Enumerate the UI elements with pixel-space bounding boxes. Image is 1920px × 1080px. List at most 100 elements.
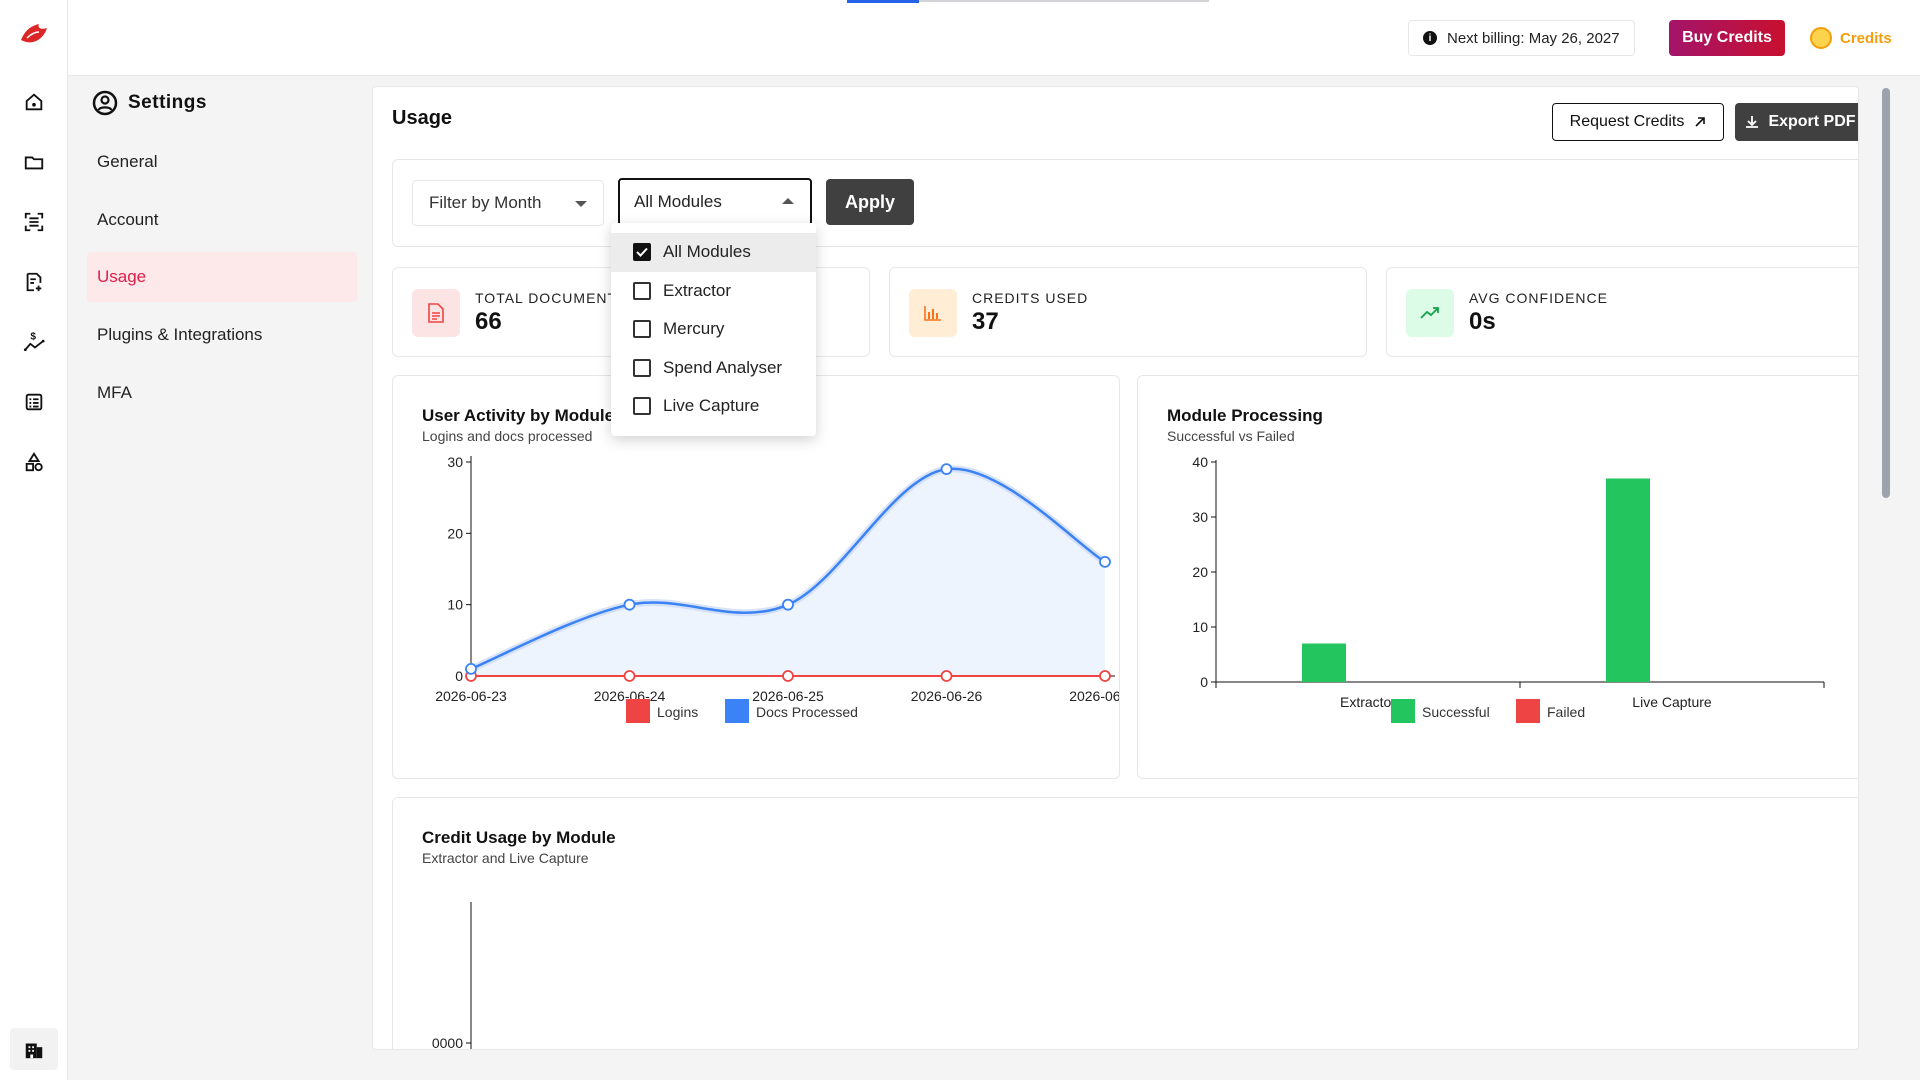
logins-point xyxy=(623,670,636,682)
billing-text: Next billing: May 26, 2027 xyxy=(1447,29,1620,47)
y-tick-label: 30 xyxy=(1192,509,1208,525)
dollar-trend-icon[interactable]: $ xyxy=(20,328,48,356)
top-bar: i Next billing: May 26, 2027 Buy Credits… xyxy=(68,0,1920,76)
export-pdf-button[interactable]: Export PDF xyxy=(1735,103,1858,141)
dropdown-option-spend-analyser[interactable]: Spend Analyser xyxy=(611,349,816,388)
apply-button[interactable]: Apply xyxy=(826,179,914,225)
logins-point xyxy=(940,670,953,682)
home-icon[interactable] xyxy=(20,88,48,116)
dropdown-option-all-modules[interactable]: All Modules xyxy=(611,233,816,272)
organization-icon[interactable] xyxy=(10,1028,58,1070)
bar-successful xyxy=(1302,643,1346,682)
module-dropdown-menu: All Modules Extractor Mercury Spend Anal… xyxy=(611,223,816,436)
settings-title-label: Settings xyxy=(128,92,207,113)
top-tab-indicator xyxy=(847,0,919,3)
checkbox-checked-icon[interactable] xyxy=(633,243,651,262)
page-title: Usage xyxy=(392,107,453,129)
docs-point xyxy=(782,598,794,611)
settings-item-usage[interactable]: Usage xyxy=(87,252,357,302)
usage-panel: Usage Request Credits Export PDF Filter … xyxy=(372,86,1859,1050)
module-filter-value: All Modules xyxy=(634,192,722,211)
x-tick-label: 2026-06-26 xyxy=(911,688,983,704)
checkbox-icon[interactable] xyxy=(633,358,651,377)
dropdown-option-live-capture[interactable]: Live Capture xyxy=(611,387,816,426)
credits-label: Credits xyxy=(1840,29,1892,47)
module-processing-chart: 0 10 20 30 40 Extractor Live Capture Successful… xyxy=(1192,454,1825,723)
request-credits-label: Request Credits xyxy=(1569,113,1685,130)
dropdown-option-mercury[interactable]: Mercury xyxy=(611,310,816,349)
module-processing-chart-card: Module Processing Successful vs Failed 0… xyxy=(1137,375,1858,779)
x-tick-label: 2026-06-27 xyxy=(1069,688,1119,704)
logins-point xyxy=(782,670,794,682)
docs-point xyxy=(1099,555,1111,568)
chart-title: Module Processing xyxy=(1167,406,1323,425)
credit-usage-chart: 0000 xyxy=(432,902,472,1050)
dropdown-option-label: Spend Analyser xyxy=(663,357,783,377)
export-pdf-label: Export PDF xyxy=(1768,113,1856,130)
y-tick-label: 30 xyxy=(447,454,463,470)
coin-icon xyxy=(1810,27,1832,49)
legend-swatch-docs xyxy=(725,699,749,723)
bar-successful xyxy=(1606,478,1650,682)
billing-badge: i Next billing: May 26, 2027 xyxy=(1408,20,1635,56)
settings-item-general[interactable]: General xyxy=(97,152,158,171)
svg-text:$: $ xyxy=(30,331,36,342)
checkbox-icon[interactable] xyxy=(633,281,651,300)
settings-item-account[interactable]: Account xyxy=(97,210,159,229)
shapes-icon[interactable] xyxy=(20,448,48,476)
month-filter-select[interactable]: Filter by Month xyxy=(412,180,604,226)
scan-icon[interactable] xyxy=(20,208,48,236)
chart-subtitle: Logins and docs processed xyxy=(422,428,593,444)
top-tab-track xyxy=(919,0,1209,2)
y-tick-label: 10 xyxy=(1192,619,1208,635)
scrollbar[interactable] xyxy=(1879,86,1893,1050)
y-tick-label: 0 xyxy=(1200,674,1208,690)
checkbox-icon[interactable] xyxy=(633,397,651,416)
y-tick-label: 0 xyxy=(455,668,463,684)
buy-credits-button[interactable]: Buy Credits xyxy=(1669,20,1785,56)
info-icon: i xyxy=(1423,31,1437,45)
y-tick-label: 20 xyxy=(447,525,463,541)
arrow-up-right-icon xyxy=(1695,117,1706,127)
document-add-icon[interactable] xyxy=(20,268,48,296)
stat-card-confidence: AVG CONFIDENCE 0s xyxy=(1386,267,1858,357)
trend-up-icon xyxy=(1406,289,1454,337)
brand-logo-icon[interactable] xyxy=(17,18,51,48)
bar-chart-icon xyxy=(909,289,957,337)
legend-label-docs: Docs Processed xyxy=(756,704,858,720)
chart-title: User Activity by Module xyxy=(422,406,615,425)
y-tick-label: 20 xyxy=(1192,564,1208,580)
x-tick-label: Live Capture xyxy=(1632,694,1712,710)
stat-value: 66 xyxy=(475,308,502,335)
dropdown-option-label: All Modules xyxy=(663,242,751,262)
settings-item-mfa[interactable]: MFA xyxy=(97,383,132,402)
settings-item-plugins[interactable]: Plugins & Integrations xyxy=(97,325,263,344)
scrollbar-thumb[interactable] xyxy=(1882,88,1890,498)
module-filter-select[interactable]: All Modules xyxy=(618,178,812,226)
download-icon xyxy=(1746,116,1759,128)
stat-label: CREDITS USED xyxy=(972,290,1089,306)
credit-usage-chart-card: Credit Usage by Module Extractor and Liv… xyxy=(392,797,1858,1050)
folder-icon[interactable] xyxy=(20,148,48,176)
chevron-up-icon xyxy=(782,198,794,204)
stat-label: AVG CONFIDENCE xyxy=(1469,290,1608,306)
dropdown-option-label: Extractor xyxy=(663,280,732,300)
x-tick-label: Extractor xyxy=(1340,694,1396,710)
checkbox-icon[interactable] xyxy=(633,320,651,339)
x-tick-label: 2026-06-23 xyxy=(435,688,507,704)
credits-button[interactable]: Credits xyxy=(1810,26,1892,50)
user-circle-icon xyxy=(92,90,118,116)
docs-point xyxy=(623,598,636,611)
docs-area xyxy=(471,468,1105,676)
document-icon xyxy=(412,289,460,337)
filter-bar: Filter by Month All Modules Apply xyxy=(392,159,1858,247)
y-tick-label: 0000 xyxy=(432,1035,463,1050)
list-icon[interactable] xyxy=(20,388,48,416)
user-activity-chart-card: User Activity by Module Logins and docs … xyxy=(392,375,1120,779)
dropdown-option-extractor[interactable]: Extractor xyxy=(611,272,816,311)
stat-value: 37 xyxy=(972,308,999,335)
stat-value: 0s xyxy=(1469,308,1496,335)
settings-title: Settings xyxy=(92,90,207,116)
request-credits-button[interactable]: Request Credits xyxy=(1552,103,1724,141)
